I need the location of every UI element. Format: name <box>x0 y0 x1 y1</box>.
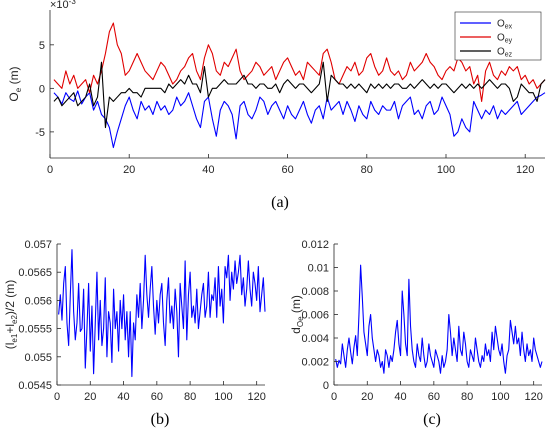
legend-entry-ex: Oex <box>497 19 513 31</box>
x-tick-label: 40 <box>117 391 129 403</box>
legend-box <box>454 11 542 61</box>
series-line-s0 <box>58 249 266 378</box>
x-tick-label: 120 <box>525 391 543 403</box>
x-tick-label: 80 <box>461 391 473 403</box>
y-exponent-label: ×10-3 <box>50 0 76 11</box>
x-tick-label: 60 <box>151 391 163 403</box>
y-axis-label: dOe (m) <box>289 295 305 334</box>
series-line-ex <box>53 90 546 149</box>
y-tick-label: 0.055 <box>24 352 52 364</box>
y-tick-label: 0.057 <box>24 239 52 251</box>
panel-b: 0 20 40 60 80 100 120 0.0545 0.055 0.0555 0.056 0.0… <box>3 239 266 428</box>
x-tick-label: 0 <box>54 391 60 403</box>
y-axis-label: (le1+le2)/2 (m) <box>3 280 19 350</box>
x-tick-label: 120 <box>248 391 266 403</box>
panel-caption: (b) <box>151 411 170 428</box>
series-line-s0 <box>335 264 543 374</box>
x-tick-label: 100 <box>491 391 509 403</box>
y-axis-label: Oe (m) <box>7 66 23 101</box>
panel-caption: (a) <box>271 194 289 211</box>
x-tick-label: 60 <box>428 391 440 403</box>
x-tick-label: 0 <box>47 164 53 176</box>
y-tick-label: 0.004 <box>301 333 329 345</box>
panel-a: 0 20 40 60 80 100 120 -5 0 5 ×10-3 Oe (m) (a) Oex Oey O… <box>7 0 546 211</box>
y-tick-label: -5 <box>35 127 45 139</box>
y-tick-label: 0.006 <box>301 310 329 322</box>
y-tick-label: 0.056 <box>24 295 52 307</box>
x-tick-label: 0 <box>331 391 337 403</box>
x-tick-label: 80 <box>361 164 373 176</box>
y-tick-label: 0.012 <box>301 239 329 251</box>
plot-area <box>57 244 265 385</box>
y-tick-label: 5 <box>39 40 45 52</box>
plot-area <box>334 244 542 385</box>
y-tick-label: 0.0545 <box>18 380 52 392</box>
panel-c: 0 20 40 60 80 100 120 0 0.002 0.004 0.006 0.008 0.01… <box>289 239 543 428</box>
series-line-ey <box>53 22 546 102</box>
y-tick-label: 0.01 <box>308 263 329 275</box>
y-tick-label: 0 <box>39 83 45 95</box>
series-line-ez <box>53 61 546 129</box>
x-tick-label: 80 <box>184 391 196 403</box>
legend-entry-ey: Oey <box>497 33 513 45</box>
x-tick-label: 120 <box>516 164 534 176</box>
x-tick-label: 20 <box>84 391 96 403</box>
x-tick-label: 20 <box>361 391 373 403</box>
y-tick-label: 0.0555 <box>18 324 52 336</box>
x-tick-label: 60 <box>281 164 293 176</box>
x-tick-label: 20 <box>123 164 135 176</box>
x-tick-label: 100 <box>437 164 455 176</box>
y-tick-label: 0 <box>323 380 329 392</box>
panel-caption: (c) <box>423 411 441 428</box>
y-tick-label: 0.008 <box>301 286 329 298</box>
x-tick-label: 40 <box>394 391 406 403</box>
y-tick-label: 0.0565 <box>18 267 52 279</box>
x-tick-label: 40 <box>202 164 214 176</box>
legend-entry-ez: Oez <box>497 47 513 59</box>
y-tick-label: 0.002 <box>301 357 329 369</box>
x-tick-label: 100 <box>214 391 232 403</box>
